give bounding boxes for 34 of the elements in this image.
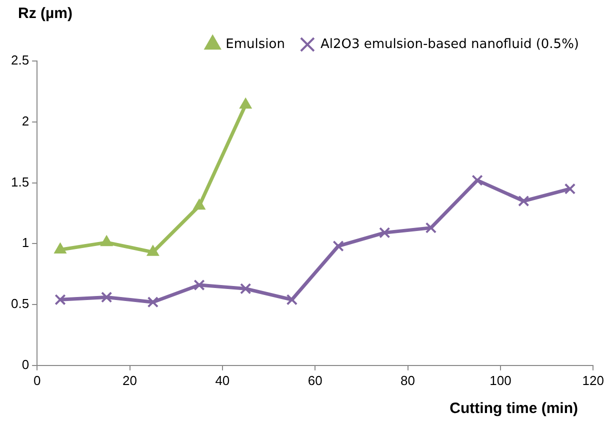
point <box>146 245 160 256</box>
point <box>472 174 483 186</box>
x-tick-label: 60 <box>308 372 322 388</box>
y-tick-label: 1.5 <box>10 174 30 190</box>
x-tick-label: 80 <box>400 372 416 388</box>
point <box>194 279 205 291</box>
x-tick-label: 100 <box>490 372 512 388</box>
x-tick-label: 120 <box>582 372 604 388</box>
legend-label: Emulsion <box>226 36 285 52</box>
point <box>54 294 66 306</box>
point <box>193 198 206 210</box>
point <box>564 183 576 194</box>
point <box>54 242 66 254</box>
point <box>239 98 252 109</box>
point <box>100 235 113 246</box>
x-tick-label: 0 <box>33 372 41 388</box>
point <box>240 283 252 294</box>
point <box>425 222 437 234</box>
point <box>147 296 159 308</box>
y-tick-label: 2 <box>22 113 30 128</box>
point <box>100 292 112 303</box>
y-tick-label: 1 <box>22 235 30 250</box>
x-axis-title: Cutting time (min) <box>450 400 578 418</box>
y-tick-label: 0 <box>22 356 30 372</box>
point <box>518 195 530 207</box>
x-tick-label: 40 <box>215 372 230 388</box>
y-tick-label: 0.5 <box>10 296 30 312</box>
point <box>332 240 344 252</box>
legend-label: Al2O3 emulsion-based nanofluid (0.5%) <box>320 36 580 52</box>
point <box>286 294 298 306</box>
point <box>379 227 390 238</box>
y-axis-title: Rz (µm) <box>18 5 72 22</box>
x-tick-label: 20 <box>122 372 137 388</box>
y-tick-label: 2.5 <box>10 52 30 68</box>
